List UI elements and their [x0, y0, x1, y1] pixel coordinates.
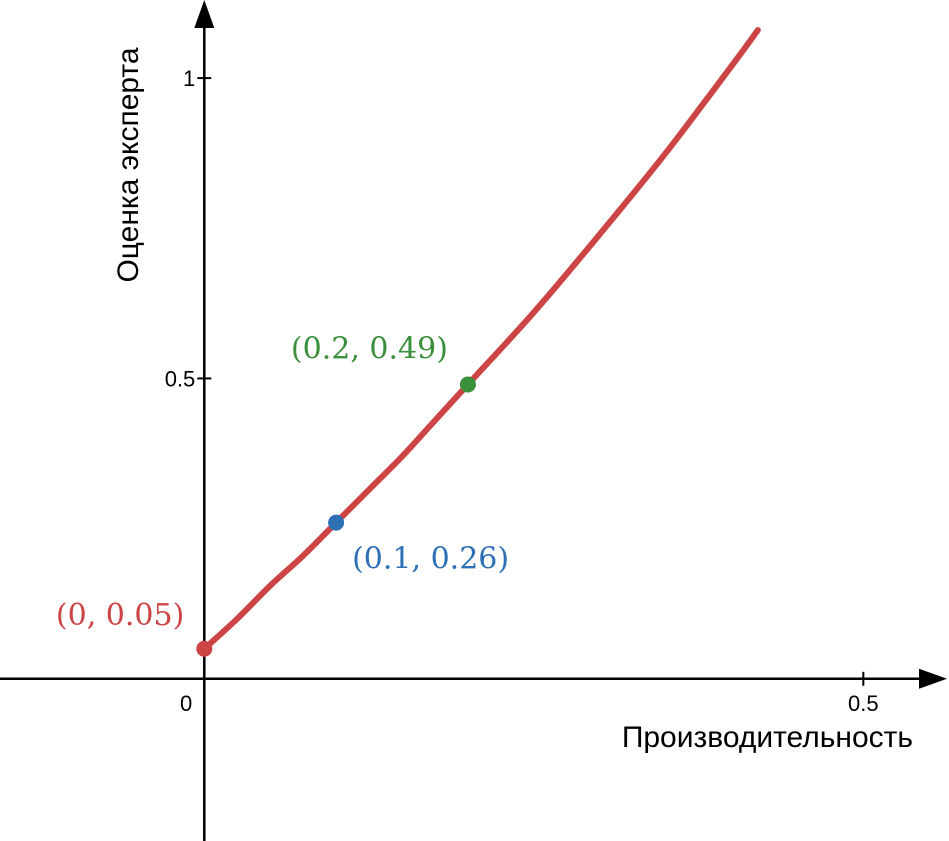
- ticks: 0 0.5 0.5 1: [165, 66, 879, 716]
- x-axis-arrow: [919, 668, 947, 689]
- y-axis-label: Оценка эксперта: [112, 47, 145, 282]
- data-points: (0, 0.05) (0.1, 0.26) (0.2, 0.49): [56, 331, 509, 657]
- data-point: [328, 514, 345, 531]
- data-point-label: (0.2, 0.49): [291, 331, 448, 366]
- data-point: [196, 640, 213, 657]
- x-tick-label: 0: [180, 691, 192, 716]
- x-axis-label: Производительность: [622, 721, 913, 754]
- data-point-label: (0.1, 0.26): [352, 542, 509, 577]
- y-axis-arrow: [194, 0, 215, 28]
- y-tick-label: 0.5: [165, 366, 196, 391]
- series-curve: [201, 27, 761, 652]
- y-tick-label: 1: [183, 66, 195, 91]
- data-point-label: (0, 0.05): [56, 598, 184, 633]
- data-point: [459, 376, 476, 393]
- x-tick-label: 0.5: [848, 691, 879, 716]
